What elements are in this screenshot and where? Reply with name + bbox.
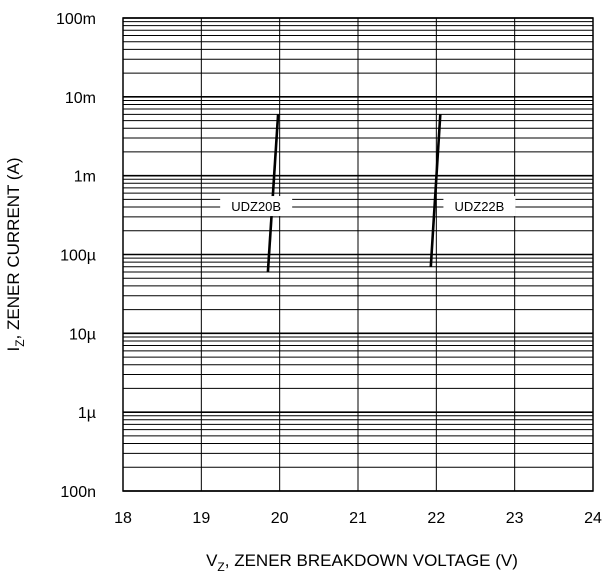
series-line bbox=[429, 114, 442, 267]
series-line bbox=[266, 114, 280, 273]
x-tick-label: 24 bbox=[584, 510, 602, 527]
y-tick-label: 10m bbox=[65, 90, 96, 107]
x-tick-label: 23 bbox=[506, 510, 524, 527]
series-label: UDZ22B bbox=[454, 199, 504, 214]
y-tick-label: 1m bbox=[74, 169, 96, 186]
series-label-bg bbox=[220, 196, 293, 217]
y-tick-labels: 100n 1µ 10µ 100µ 1m 10m 100m bbox=[56, 11, 96, 501]
x-tick-label: 18 bbox=[114, 510, 132, 527]
grid bbox=[122, 17, 594, 492]
x-tick-label: 19 bbox=[192, 510, 210, 527]
series-label-bg bbox=[443, 196, 516, 217]
y-tick-label: 100n bbox=[60, 484, 96, 501]
plot-frame bbox=[122, 17, 594, 492]
x-tick-labels: 18 19 20 21 22 23 24 bbox=[114, 510, 602, 527]
y-tick-label: 10µ bbox=[69, 326, 96, 343]
x-tick-label: 20 bbox=[271, 510, 289, 527]
series-group: UDZ20B UDZ22B bbox=[220, 114, 516, 273]
x-axis-label: VZ, ZENER BREAKDOWN VOLTAGE (V) bbox=[206, 551, 518, 574]
y-tick-label: 1µ bbox=[78, 405, 96, 422]
series-label: UDZ20B bbox=[231, 199, 281, 214]
x-tick-label: 21 bbox=[349, 510, 367, 527]
x-tick-label: 22 bbox=[427, 510, 445, 527]
y-tick-label: 100µ bbox=[60, 248, 96, 265]
y-axis-label: IZ, ZENER CURRENT (A) bbox=[4, 157, 27, 351]
y-tick-label: 100m bbox=[56, 11, 96, 28]
